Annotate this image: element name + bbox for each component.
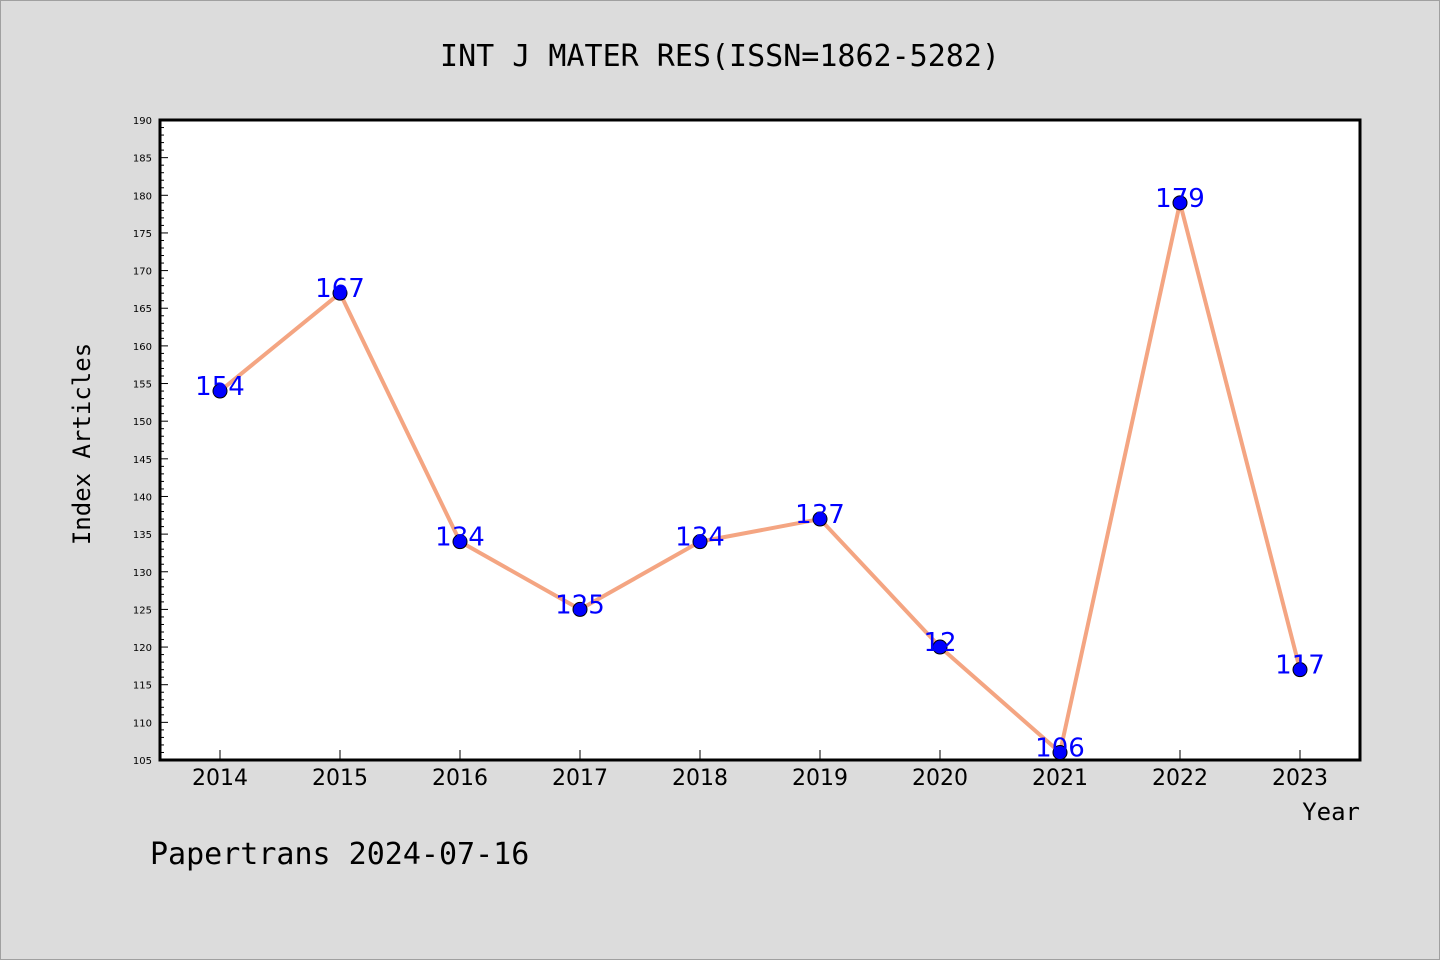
data-point <box>1292 662 1308 678</box>
data-point <box>1172 195 1188 211</box>
x-tick-label: 2022 <box>1152 766 1208 791</box>
y-tick-label: 125 <box>133 605 152 616</box>
data-point <box>212 383 228 399</box>
x-tick-label: 2014 <box>192 766 248 791</box>
data-point <box>332 285 348 301</box>
footer-text: Papertrans 2024-07-16 <box>150 837 529 872</box>
data-label: 134 <box>435 523 485 553</box>
plot-area <box>158 118 1362 762</box>
data-point <box>452 534 468 550</box>
data-label: 134 <box>675 523 725 553</box>
x-tick-label: 2018 <box>672 766 728 791</box>
x-tick-label: 2017 <box>552 766 608 791</box>
x-axis: 2014 2015 2016 2017 2018 2019 2020 2021 2022 2023 <box>192 750 1328 791</box>
y-tick-label: 185 <box>133 154 152 165</box>
y-tick-label: 140 <box>133 492 152 503</box>
x-tick-label: 2020 <box>912 766 968 791</box>
y-tick-label: 180 <box>133 191 152 202</box>
series-line <box>218 200 1302 755</box>
data-point <box>572 601 588 617</box>
y-tick-label: 175 <box>133 229 152 240</box>
y-axis: 105 110 115 120 125 130 135 140 145 150 155 160 165 1… <box>133 116 168 767</box>
y-tick-label: 170 <box>133 267 152 278</box>
y-tick-label: 130 <box>133 568 152 579</box>
data-label: 154 <box>195 372 245 402</box>
y-tick-label: 190 <box>133 116 152 127</box>
data-label: 137 <box>795 500 845 530</box>
y-tick-label: 160 <box>133 342 152 353</box>
data-label: 12 <box>923 628 956 658</box>
y-tick-label: 115 <box>133 681 152 692</box>
y-tick-label: 110 <box>133 718 152 729</box>
chart-title: INT J MATER RES(ISSN=1862-5282) <box>440 39 1000 74</box>
y-tick-label: 150 <box>133 417 152 428</box>
y-tick-label: 120 <box>133 643 152 654</box>
x-tick-label: 2023 <box>1272 766 1328 791</box>
data-labels: 154 167 134 125 134 137 12 106 179 117 <box>195 184 1325 764</box>
data-label: 117 <box>1275 651 1325 681</box>
y-tick-label: 135 <box>133 530 152 541</box>
data-label: 179 <box>1155 184 1205 214</box>
data-label: 106 <box>1035 733 1085 763</box>
x-axis-label: Year <box>1302 798 1360 826</box>
y-tick-label: 105 <box>133 756 152 767</box>
data-label: 167 <box>315 274 365 304</box>
y-tick-label: 145 <box>133 455 152 466</box>
data-point <box>692 534 708 550</box>
x-tick-label: 2016 <box>432 766 488 791</box>
data-point <box>1052 744 1068 760</box>
x-tick-label: 2015 <box>312 766 368 791</box>
y-tick-label: 165 <box>133 304 152 315</box>
y-tick-label: 155 <box>133 380 152 391</box>
data-markers <box>212 195 1308 760</box>
data-label: 125 <box>555 590 605 620</box>
y-axis-label: Index Articles <box>68 343 96 545</box>
data-point <box>812 511 828 527</box>
x-tick-label: 2021 <box>1032 766 1088 791</box>
x-tick-label: 2019 <box>792 766 848 791</box>
data-point <box>932 639 948 655</box>
